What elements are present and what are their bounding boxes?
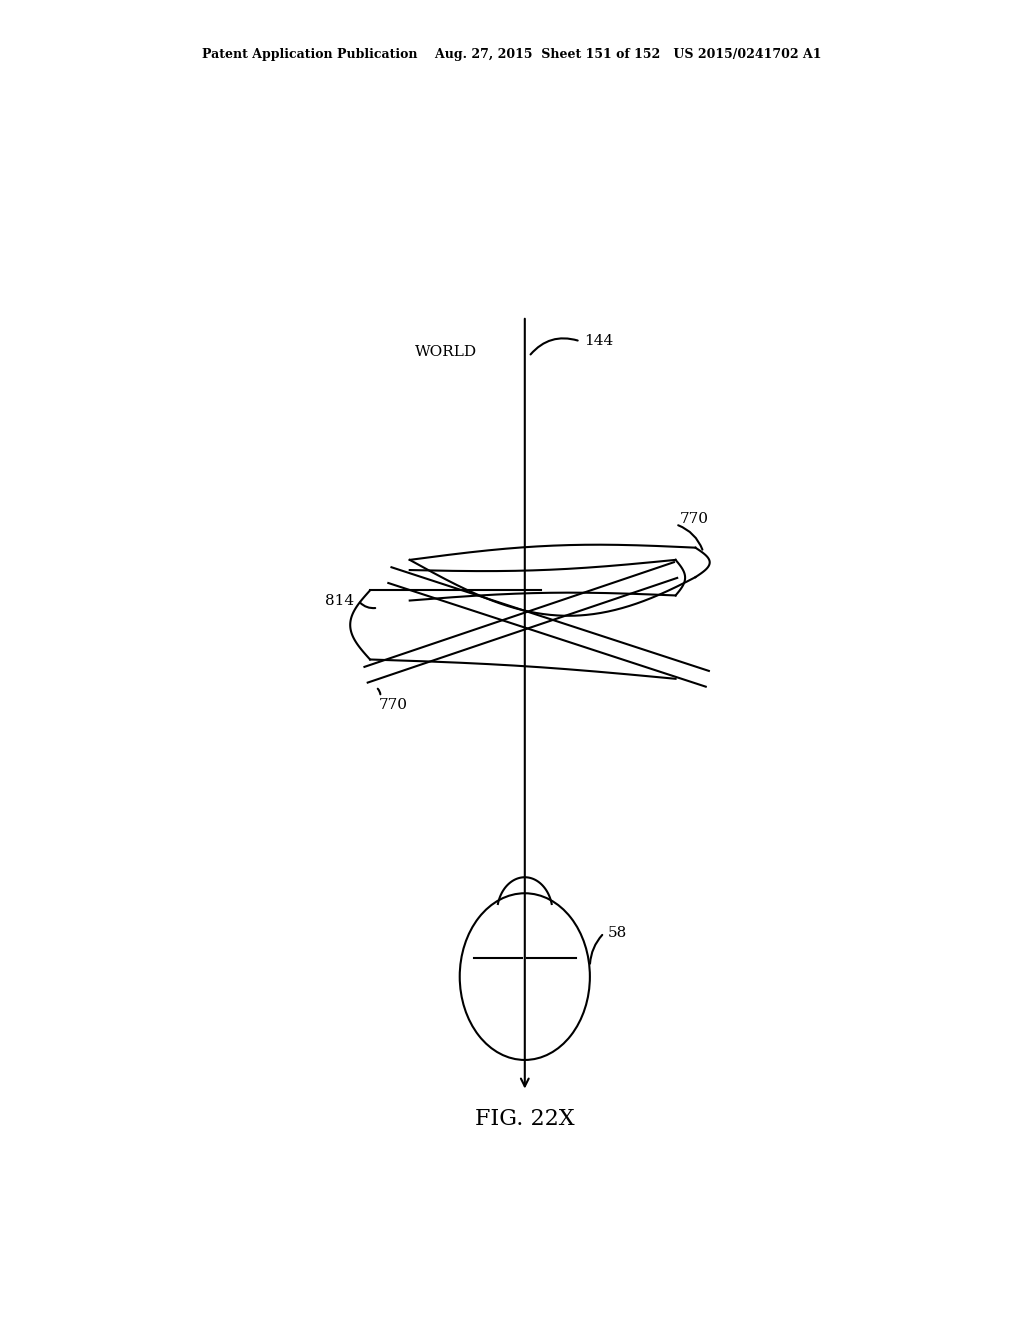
Text: 814: 814 — [325, 594, 354, 607]
Text: 144: 144 — [585, 334, 613, 348]
Text: FIG. 22X: FIG. 22X — [475, 1107, 574, 1130]
Text: 770: 770 — [680, 512, 709, 527]
Text: 58: 58 — [608, 925, 628, 940]
Text: WORLD: WORLD — [415, 345, 477, 359]
Text: Patent Application Publication    Aug. 27, 2015  Sheet 151 of 152   US 2015/0241: Patent Application Publication Aug. 27, … — [203, 49, 821, 61]
Text: 770: 770 — [379, 698, 408, 713]
